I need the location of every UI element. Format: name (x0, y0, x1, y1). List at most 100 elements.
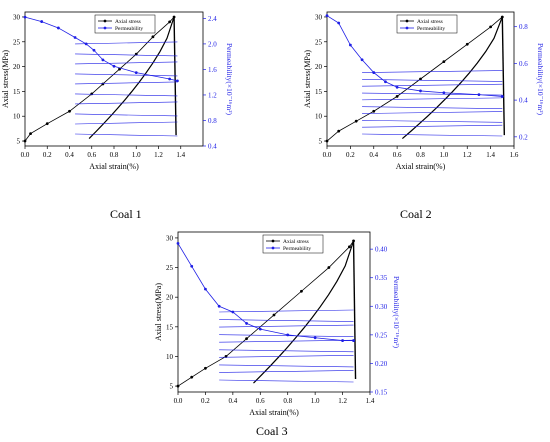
x-tick-label: 1.6 (510, 151, 519, 159)
permeability-series (176, 242, 355, 383)
permeability-point (337, 21, 341, 25)
permeability-cycle-line (362, 120, 503, 123)
y-axis-label: Axial stress(MPa) (303, 50, 312, 108)
axial-stress-point (90, 92, 94, 96)
y2-axis-label: Permeability(×10⁻¹⁶m²) (392, 276, 401, 348)
x-tick-label: 0.2 (43, 151, 52, 159)
legend-label: Permeability (115, 26, 143, 32)
x-tick-label: 0.6 (393, 151, 402, 159)
permeability-cycle-line (362, 111, 503, 114)
permeability-cycle-line (219, 334, 354, 337)
x-tick-label: 1.4 (366, 397, 375, 405)
axial-stress-point (500, 15, 504, 19)
axial-stress-point (325, 139, 329, 143)
legend-marker (271, 239, 275, 243)
permeability-cycle-line (219, 324, 354, 328)
permeability-point (92, 48, 96, 52)
axial-stress-point (465, 42, 469, 46)
permeability-cycle-line (362, 106, 503, 110)
permeability-point (84, 42, 88, 46)
permeability-cycle-line (75, 73, 178, 77)
permeability-cycle-line (75, 133, 178, 137)
y-tick-label: 20 (166, 294, 174, 302)
axial-stress-point (204, 366, 207, 370)
axial-stress-point (419, 77, 422, 81)
permeability-point (168, 77, 172, 81)
x-tick-label: 1.0 (132, 151, 141, 159)
legend-marker (405, 26, 409, 30)
x-tick-label: 0.4 (228, 397, 237, 405)
x-tick-label: 1.0 (311, 397, 320, 405)
y-tick-label: 20 (315, 63, 323, 71)
axial-stress-series (325, 15, 506, 143)
axial-stress-point (172, 15, 176, 19)
permeability-point (442, 91, 446, 95)
axial-stress-point (68, 109, 71, 113)
permeability-series (325, 14, 504, 137)
permeability-cycle-line (75, 121, 178, 125)
x-axis-label: Axial strain(%) (249, 408, 299, 417)
y2-tick-label: 0.20 (375, 360, 388, 368)
axial-stress-point (45, 122, 49, 126)
y-tick-label: 5 (170, 383, 174, 391)
permeability-line (177, 243, 354, 341)
permeability-cycle-line (75, 113, 178, 117)
permeability-cycle-line (362, 133, 503, 137)
plot-frame (177, 231, 371, 393)
axial-stress-point (176, 384, 180, 388)
permeability-cycle-line (362, 92, 503, 96)
y-tick-label: 5 (319, 138, 323, 146)
y2-tick-label: 0.30 (375, 303, 388, 311)
permeability-cycle-line (362, 124, 503, 128)
y-tick-label: 25 (13, 38, 21, 46)
x-tick-label: 1.2 (154, 151, 163, 159)
permeability-point (352, 339, 355, 342)
permeability-cycle-line (75, 81, 178, 85)
y2-tick-label: 0.8 (208, 117, 217, 125)
axial-stress-point (442, 60, 446, 64)
legend-label: Permeability (417, 26, 445, 32)
y2-tick-label: 0.4 (208, 143, 217, 151)
permeability-point (384, 80, 387, 84)
legend-box (262, 234, 324, 254)
y2-axis-label: Permeability(×10⁻¹⁶m²) (536, 43, 545, 115)
axial-stress-point (23, 139, 27, 143)
permeability-cycle-line (219, 370, 354, 373)
axial-stress-point (395, 94, 399, 98)
axial-stress-point (348, 245, 351, 249)
axial-stress-vertical-branch (501, 16, 506, 136)
permeability-cycle-line (219, 349, 354, 353)
legend-marker (271, 246, 275, 250)
permeability-point (360, 58, 364, 62)
axial-stress-line (326, 16, 503, 142)
legend-label: Permeability (283, 246, 311, 252)
axial-stress-unloading-line (401, 16, 503, 140)
permeability-point (73, 36, 77, 39)
axial-stress-unloading-line (253, 240, 355, 384)
chart-3: 0.0 0.2 0.4 0.6 0.8 1.0 1.2 1.4 5 10 15 20 25 30 0.15 0… (154, 231, 401, 417)
y-tick-label: 25 (315, 38, 323, 46)
legend-label: Axial stress (283, 239, 309, 245)
permeability-point (325, 14, 329, 18)
legend-label: Axial stress (417, 19, 443, 25)
permeability-cycle-line (75, 41, 178, 45)
y-tick-label: 20 (13, 63, 21, 71)
x-tick-label: 0.0 (323, 151, 332, 159)
y-tick-label: 30 (315, 13, 323, 21)
x-tick-label: 1.2 (463, 151, 472, 159)
x-tick-label: 0.2 (201, 397, 210, 405)
axial-stress-point (101, 82, 105, 86)
x-tick-label: 0.2 (346, 151, 355, 159)
x-tick-label: 0.4 (65, 151, 74, 159)
permeability-cycle-line (219, 355, 354, 358)
permeability-point (245, 322, 248, 325)
chart-1: 0.0 0.2 0.4 0.6 0.8 1.0 1.2 1.4 5 10 15 20 25 30 0.4 0.… (1, 11, 234, 171)
x-tick-label: 1.0 (440, 151, 449, 159)
axial-stress-point (245, 337, 248, 341)
y2-tick-label: 2.0 (208, 40, 217, 48)
y-tick-label: 30 (166, 234, 174, 242)
x-tick-label: 1.2 (338, 397, 347, 405)
permeability-point (419, 89, 422, 93)
axial-stress-point (29, 132, 32, 135)
